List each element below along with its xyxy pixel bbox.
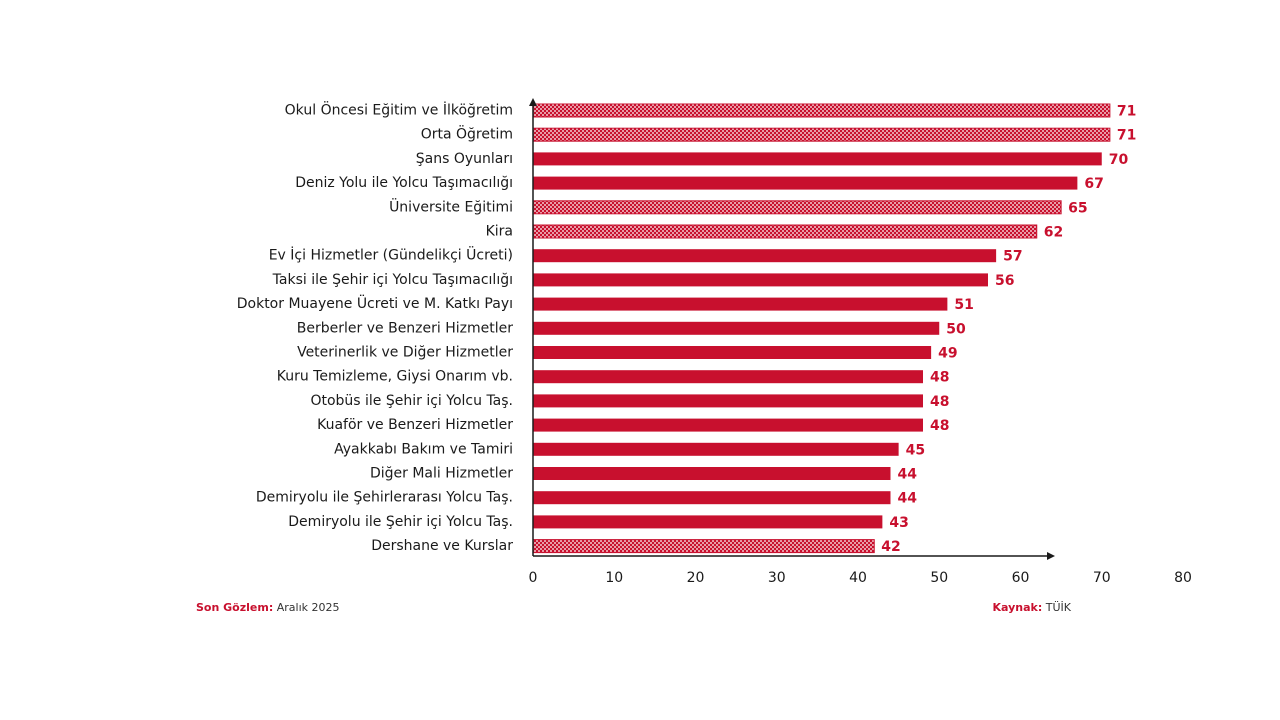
bar-18 xyxy=(533,515,883,529)
category-label: Üniversite Eğitimi xyxy=(389,197,513,215)
bar-14 xyxy=(533,418,923,432)
x-axis-arrow xyxy=(1047,552,1055,560)
bar-10 xyxy=(533,321,940,335)
value-label: 42 xyxy=(881,539,900,555)
value-label: 71 xyxy=(1117,128,1136,144)
category-label: Demiryolu ile Şehirlerarası Yolcu Taş. xyxy=(256,490,513,506)
value-label: 70 xyxy=(1109,152,1129,168)
value-label: 49 xyxy=(938,346,957,362)
bar-13 xyxy=(533,394,923,408)
category-label: Dershane ve Kurslar xyxy=(371,538,513,554)
bar-16 xyxy=(533,467,891,480)
value-label: 48 xyxy=(930,418,949,434)
category-label: Şans Oyunları xyxy=(416,151,513,167)
value-label: 43 xyxy=(889,515,908,531)
value-label: 71 xyxy=(1117,104,1136,120)
category-label: Demiryolu ile Şehir içi Yolcu Taş. xyxy=(288,514,513,530)
value-label: 67 xyxy=(1084,176,1103,192)
category-label: Ev İçi Hizmetler (Gündelikçi Ücreti) xyxy=(269,246,513,264)
x-tick-label: 40 xyxy=(849,570,867,586)
category-label: Taksi ile Şehir içi Yolcu Taşımacılığı xyxy=(272,272,513,288)
value-label: 45 xyxy=(906,442,925,458)
category-label: Kuaför ve Benzeri Hizmetler xyxy=(317,417,513,433)
bar-8 xyxy=(533,273,988,287)
value-label: 57 xyxy=(1003,249,1022,265)
category-label: Okul Öncesi Eğitim ve İlköğretim xyxy=(285,101,513,119)
category-label: Kuru Temizleme, Giysi Onarım vb. xyxy=(277,369,513,385)
category-label: Otobüs ile Şehir içi Yolcu Taş. xyxy=(310,393,513,409)
axes-layer: 0 10 20 30 40 50 60 70 80 xyxy=(529,98,1192,586)
footer-source: Kaynak: TÜİK xyxy=(993,601,1071,614)
category-label: Berberler ve Benzeri Hizmetler xyxy=(297,320,513,336)
bar-12 xyxy=(533,370,923,384)
category-label: Deniz Yolu ile Yolcu Taşımacılığı xyxy=(295,175,513,191)
x-tick-label: 0 xyxy=(529,570,538,586)
bar-5 xyxy=(532,200,1062,215)
x-tick-label: 50 xyxy=(930,570,948,586)
source-value: TÜİK xyxy=(1045,601,1071,614)
value-label: 48 xyxy=(930,394,949,410)
bar-1 xyxy=(532,103,1111,118)
bar-15 xyxy=(533,442,899,456)
bar-3 xyxy=(533,152,1102,166)
source-label: Kaynak: xyxy=(992,601,1043,614)
value-label: 56 xyxy=(995,273,1014,289)
x-tick-label: 80 xyxy=(1174,570,1192,586)
bar-11 xyxy=(533,346,932,359)
bar-2 xyxy=(532,127,1111,142)
x-tick-label: 30 xyxy=(768,570,786,586)
bars-layer xyxy=(532,103,1111,554)
value-label: 62 xyxy=(1044,225,1063,241)
last-observation-value: Aralık 2025 xyxy=(276,601,340,614)
value-label: 44 xyxy=(898,491,918,507)
value-label: 48 xyxy=(930,370,949,386)
category-label: Kira xyxy=(486,224,513,240)
category-label: Orta Öğretim xyxy=(421,125,513,143)
x-tick-label: 60 xyxy=(1012,570,1030,586)
bar-6 xyxy=(532,224,1038,239)
category-label: Veterinerlik ve Diğer Hizmetler xyxy=(297,345,513,361)
footer-last-observation: Son Gözlem: Aralık 2025 xyxy=(196,601,340,614)
bar-17 xyxy=(533,491,891,505)
y-axis-arrow xyxy=(529,98,537,106)
bar-19 xyxy=(532,539,875,554)
bar-7 xyxy=(533,249,997,263)
category-label: Doktor Muayene Ücreti ve M. Katkı Payı xyxy=(237,294,513,312)
value-label: 50 xyxy=(946,321,966,337)
category-label: Diğer Mali Hizmetler xyxy=(370,466,513,482)
category-label: Ayakkabı Bakım ve Tamiri xyxy=(334,441,513,457)
bar-9 xyxy=(533,297,948,311)
x-tick-label: 10 xyxy=(605,570,623,586)
value-label: 51 xyxy=(954,297,973,313)
labels-layer: Okul Öncesi Eğitim ve İlköğretim 71 Orta Ö… xyxy=(237,101,1137,556)
x-tick-label: 20 xyxy=(687,570,705,586)
value-label: 44 xyxy=(898,467,918,483)
value-label: 65 xyxy=(1068,200,1087,216)
bar-4 xyxy=(533,176,1078,190)
x-tick-label: 70 xyxy=(1093,570,1111,586)
last-observation-label: Son Gözlem: xyxy=(196,601,274,614)
